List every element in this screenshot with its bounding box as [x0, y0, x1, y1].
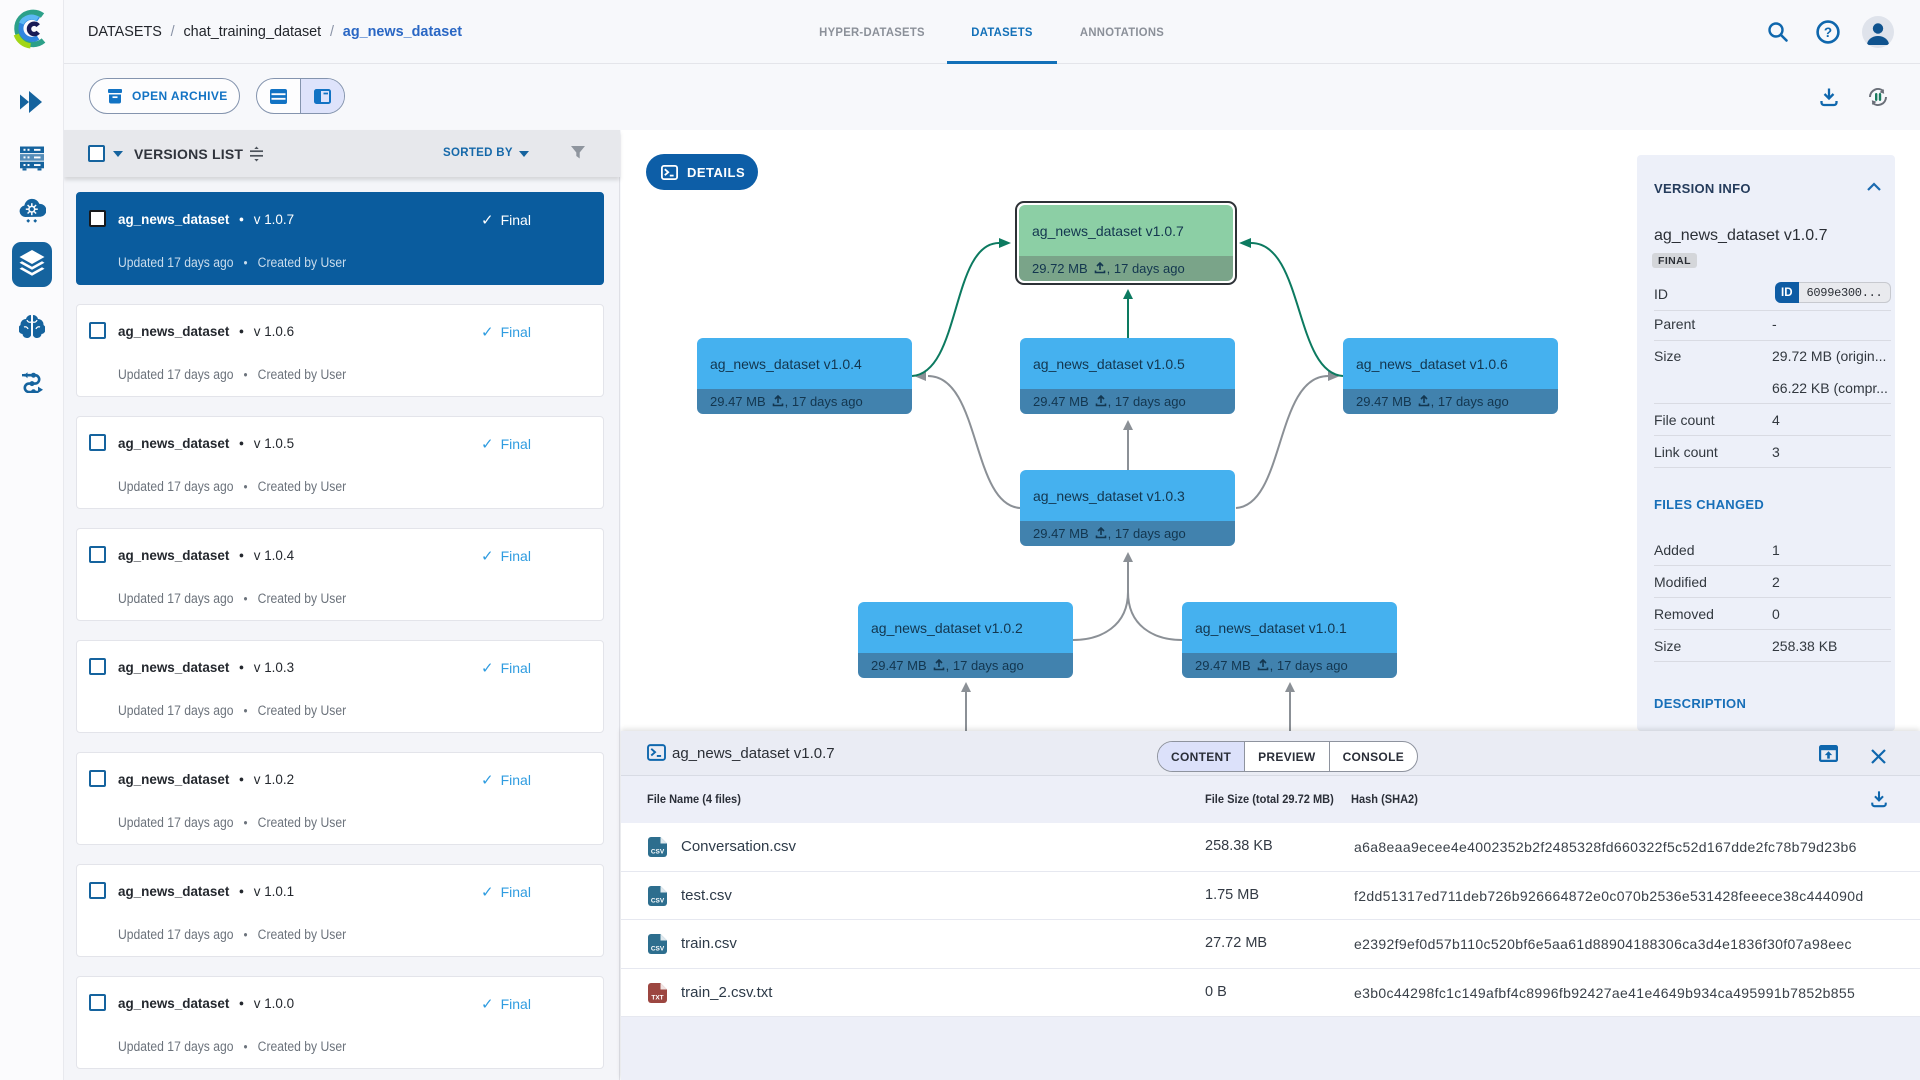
svg-text:TXT: TXT: [651, 994, 663, 1001]
svg-text:CSV: CSV: [651, 897, 665, 904]
svg-text:CSV: CSV: [651, 946, 665, 953]
svg-text:CSV: CSV: [651, 849, 665, 856]
svg-text:?: ?: [1824, 25, 1832, 40]
